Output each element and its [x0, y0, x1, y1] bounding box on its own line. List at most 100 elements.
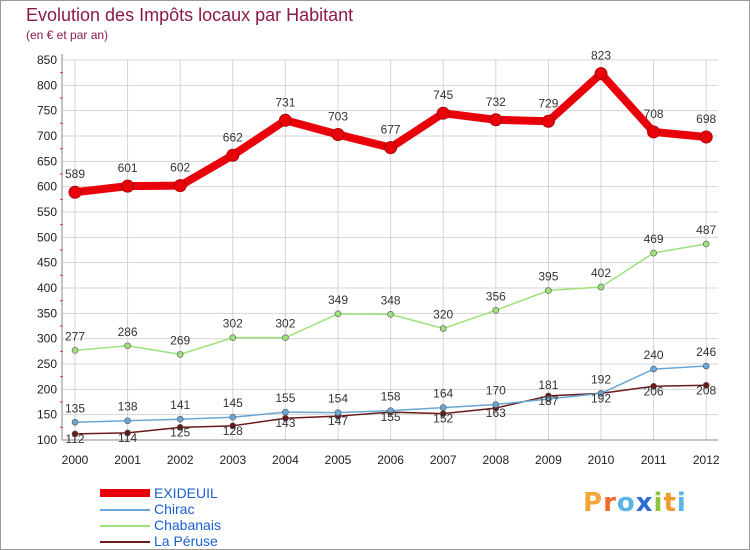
y-tick-label: 800 [37, 78, 57, 92]
data-point-chirac [439, 404, 447, 411]
logo-letter: x [635, 488, 654, 518]
x-tick-label: 2006 [377, 453, 404, 467]
data-point-exideuil [226, 148, 240, 162]
data-point-chirac [545, 395, 552, 403]
data-label-exideuil: 732 [486, 95, 506, 109]
legend-label-exideuil: EXIDEUIL [154, 485, 218, 501]
data-label-chirac: 141 [170, 398, 190, 412]
data-point-chirac [650, 365, 657, 373]
data-point-chabanais [71, 347, 79, 354]
data-point-la-peruse [702, 381, 710, 389]
y-tick-label: 650 [37, 154, 57, 168]
y-tick-label: 200 [37, 382, 57, 396]
data-label-chabanais: 277 [65, 329, 85, 343]
x-tick-label: 2005 [325, 453, 352, 467]
logo-letter: i [653, 488, 664, 518]
y-tick-label: 700 [37, 129, 57, 143]
logo-letter: P [583, 488, 604, 518]
data-point-chirac [71, 418, 79, 426]
y-tick-label: 100 [37, 433, 57, 447]
data-label-chabanais: 348 [381, 293, 401, 307]
x-tick-label: 2001 [114, 453, 141, 467]
logo-letter: r [603, 488, 617, 518]
data-point-la-peruse [71, 430, 79, 438]
data-label-chabanais: 286 [118, 325, 138, 339]
proxiti-logo: Proxiti [583, 488, 687, 518]
data-label-chabanais: 469 [644, 232, 664, 246]
legend-swatch-la-peruse [100, 541, 150, 543]
data-label-la-peruse: 187 [538, 394, 558, 408]
data-point-chirac [702, 362, 710, 370]
y-tick-label: 750 [37, 104, 57, 118]
x-tick-label: 2009 [535, 453, 562, 467]
data-point-chirac [334, 409, 342, 416]
data-label-chirac: 138 [118, 400, 138, 414]
data-point-exideuil [384, 141, 398, 155]
data-label-chirac: 170 [486, 384, 506, 398]
data-point-chabanais [492, 306, 500, 314]
data-point-chabanais [176, 351, 184, 358]
data-point-chabanais [702, 240, 710, 248]
data-point-chabanais [282, 334, 289, 341]
data-label-chabanais: 402 [591, 266, 611, 280]
y-tick-label: 600 [37, 180, 57, 194]
data-point-exideuil [331, 127, 345, 141]
data-point-chirac [124, 417, 131, 425]
data-label-chirac: 246 [696, 345, 716, 359]
data-label-chirac: 145 [223, 396, 243, 410]
data-label-la-peruse: 128 [223, 424, 243, 438]
data-point-chabanais [650, 249, 657, 257]
data-point-exideuil [436, 106, 450, 120]
logo-letter: o [616, 488, 636, 518]
data-point-chirac [387, 407, 394, 414]
data-point-chirac [597, 390, 605, 397]
y-tick-label: 850 [37, 53, 57, 67]
data-label-exideuil: 677 [381, 123, 401, 137]
legend-label-chirac: Chirac [154, 501, 195, 517]
x-tick-label: 2010 [588, 453, 615, 467]
x-tick-label: 2008 [482, 453, 509, 467]
data-point-la-peruse [176, 424, 184, 431]
data-label-chirac: 181 [538, 378, 558, 392]
data-label-chabanais: 487 [696, 223, 716, 237]
data-label-chabanais: 302 [275, 317, 295, 331]
data-point-chabanais [387, 311, 394, 318]
y-tick-label: 400 [37, 281, 57, 295]
data-point-la-peruse [229, 422, 237, 430]
x-tick-label: 2002 [167, 453, 194, 467]
legend-swatch-exideuil [100, 489, 150, 497]
data-label-chirac: 192 [591, 372, 611, 386]
y-tick-label: 300 [37, 332, 57, 346]
data-label-exideuil: 731 [275, 95, 295, 109]
data-point-chabanais [334, 310, 342, 318]
data-label-exideuil: 703 [328, 109, 348, 123]
data-label-chirac: 158 [381, 390, 401, 404]
data-label-chirac: 155 [275, 391, 295, 405]
data-label-exideuil: 729 [538, 96, 558, 110]
plot-area [62, 60, 718, 440]
data-label-la-peruse: 192 [591, 391, 611, 405]
chart-title: Evolution des Impôts locaux par Habitant [26, 5, 354, 25]
y-tick-label: 550 [37, 205, 57, 219]
data-label-la-peruse: 125 [170, 425, 190, 439]
y-tick-label: 150 [37, 408, 57, 422]
data-point-chabanais [439, 325, 447, 332]
x-tick-label: 2012 [693, 453, 720, 467]
data-point-exideuil [68, 185, 82, 199]
data-point-exideuil [278, 113, 292, 127]
data-label-la-peruse: 206 [644, 384, 664, 398]
legend-swatch-chabanais [100, 525, 150, 527]
y-tick-label: 250 [37, 357, 57, 371]
logo-letter: t [663, 488, 677, 518]
data-label-la-peruse: 147 [328, 414, 348, 428]
data-label-chabanais: 349 [328, 293, 348, 307]
data-label-la-peruse: 114 [118, 431, 137, 445]
data-point-chirac [176, 415, 184, 423]
data-label-chirac: 154 [328, 392, 348, 406]
data-label-chirac: 164 [433, 387, 453, 401]
data-label-chirac: 135 [65, 401, 85, 415]
data-point-la-peruse [124, 429, 131, 437]
data-point-chirac [229, 413, 237, 421]
x-tick-label: 2011 [641, 453, 667, 467]
